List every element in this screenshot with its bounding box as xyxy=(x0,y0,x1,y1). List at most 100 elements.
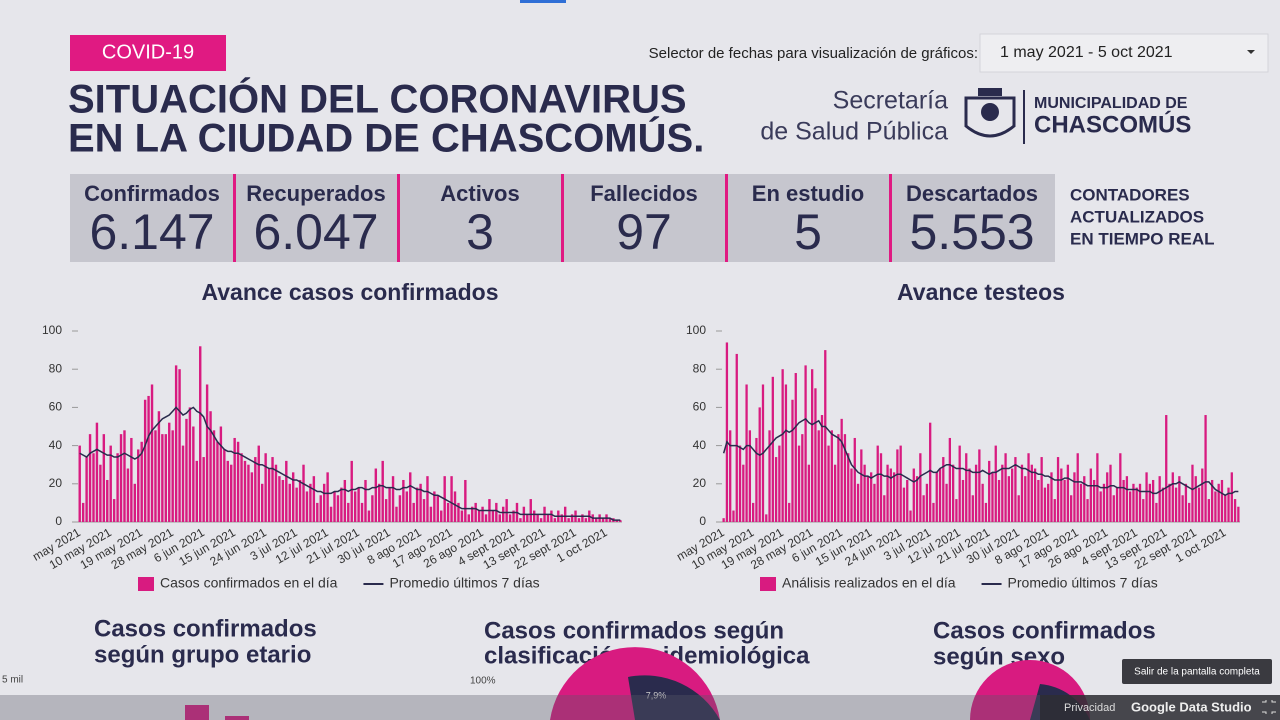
bar xyxy=(1060,468,1063,522)
bar xyxy=(329,506,333,522)
bar xyxy=(1171,472,1174,522)
bar xyxy=(195,460,198,522)
logo-emblem xyxy=(964,88,1025,144)
fullscreen-button[interactable] xyxy=(1262,700,1276,714)
privacy-link[interactable]: Privacidad xyxy=(1064,702,1115,714)
bar xyxy=(856,483,860,522)
bar xyxy=(212,430,216,522)
bar xyxy=(353,491,357,522)
bar xyxy=(1145,472,1148,522)
bar xyxy=(391,476,395,522)
counter-value: 3 xyxy=(466,204,494,260)
bar xyxy=(581,514,584,522)
bar xyxy=(371,495,374,522)
bar xyxy=(550,510,553,522)
bar xyxy=(109,445,112,522)
bar xyxy=(415,487,419,522)
date-selector[interactable] xyxy=(979,33,1269,73)
bar xyxy=(271,457,274,522)
bar xyxy=(164,434,168,522)
bar xyxy=(1086,499,1089,522)
bar xyxy=(1076,453,1079,522)
bar xyxy=(126,468,130,522)
bar xyxy=(168,422,171,522)
bar xyxy=(209,411,212,522)
bar xyxy=(1224,495,1227,522)
bar xyxy=(319,495,322,522)
bar xyxy=(402,479,405,522)
bar xyxy=(157,411,161,522)
bar xyxy=(811,369,814,522)
bar xyxy=(932,502,935,522)
bar xyxy=(797,445,801,522)
bar xyxy=(1148,483,1151,522)
bar xyxy=(601,518,605,522)
charts: Avance casos confirmados020406080100may … xyxy=(30,279,1240,591)
bar xyxy=(491,510,495,522)
bar xyxy=(909,510,912,522)
bar xyxy=(847,453,850,522)
bar xyxy=(446,502,450,522)
bar xyxy=(824,350,827,522)
partial-bar xyxy=(225,716,249,720)
bar xyxy=(1056,457,1060,522)
bar xyxy=(889,468,892,522)
bar xyxy=(340,487,343,522)
bar xyxy=(925,483,929,522)
bar xyxy=(336,495,340,522)
bar xyxy=(360,502,364,522)
bar xyxy=(357,487,360,522)
bar xyxy=(971,495,974,522)
bar xyxy=(326,472,329,522)
y-tick-label: 20 xyxy=(49,476,63,490)
bar xyxy=(250,472,254,522)
bar xyxy=(876,445,879,522)
bar xyxy=(988,460,991,522)
bar xyxy=(240,453,243,522)
bar xyxy=(171,430,174,522)
bar xyxy=(958,445,961,522)
bar xyxy=(178,369,181,522)
bar xyxy=(801,434,804,522)
bar xyxy=(807,464,811,522)
bar xyxy=(199,346,202,522)
bar xyxy=(1220,479,1224,522)
bar xyxy=(412,502,415,522)
tag-box xyxy=(70,35,226,71)
chart-title: Avance casos confirmados xyxy=(202,279,499,305)
title-line: SITUACIÓN DEL CORONAVIRUS xyxy=(68,76,687,122)
bar xyxy=(254,457,257,522)
separator xyxy=(561,174,564,262)
bar xyxy=(505,499,508,522)
bar xyxy=(281,479,285,522)
date-range[interactable]: 1 may 2021 - 5 oct 2021 xyxy=(1000,44,1173,61)
bar xyxy=(1230,472,1233,522)
bar xyxy=(755,437,758,522)
brand[interactable]: Google Data Studio xyxy=(1131,699,1252,714)
legend-swatch xyxy=(138,577,154,591)
bar xyxy=(732,510,735,522)
bar xyxy=(1106,472,1109,522)
logo-text: MUNICIPALIDAD DE xyxy=(1034,95,1188,112)
dropdown-arrow xyxy=(1247,50,1255,54)
bar xyxy=(1115,487,1119,522)
bar xyxy=(343,479,347,522)
bar xyxy=(450,476,453,522)
bar xyxy=(784,384,788,522)
bar xyxy=(457,502,460,522)
bar xyxy=(161,434,164,522)
bar xyxy=(843,434,847,522)
bar xyxy=(1001,464,1004,522)
axis-label: 100% xyxy=(470,676,496,687)
bar xyxy=(539,518,543,522)
bar xyxy=(440,510,443,522)
bar xyxy=(285,460,288,522)
bar xyxy=(978,449,981,522)
bar xyxy=(216,441,219,522)
bar xyxy=(88,434,92,522)
bar xyxy=(1188,502,1191,522)
bar xyxy=(230,464,233,522)
bar xyxy=(1083,476,1086,522)
